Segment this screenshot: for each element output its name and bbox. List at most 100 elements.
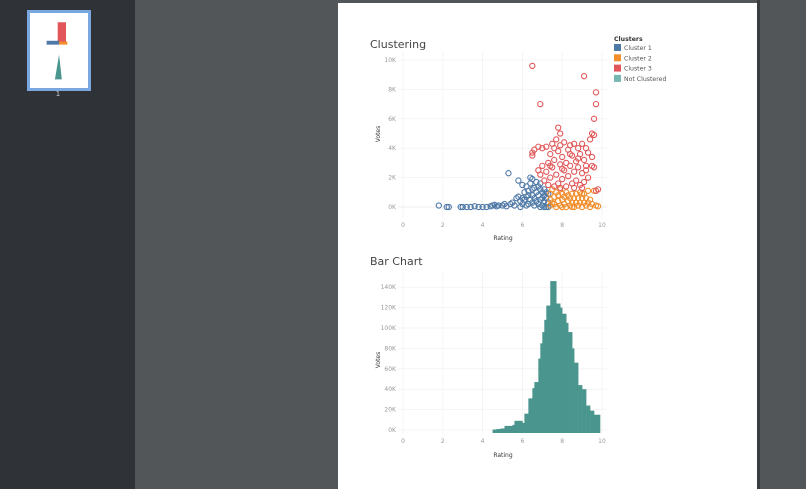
scatter-point bbox=[551, 156, 558, 164]
x-tick-label: 0 bbox=[401, 438, 405, 445]
scatter-point bbox=[578, 184, 586, 192]
scatter-point bbox=[555, 147, 562, 155]
scatter-point bbox=[580, 156, 588, 164]
histogram-bar bbox=[566, 322, 569, 433]
scatter-point bbox=[567, 142, 574, 149]
scatter-point bbox=[574, 155, 582, 162]
scatter-point bbox=[535, 143, 542, 150]
histogram-bar bbox=[532, 388, 535, 433]
histogram-bar bbox=[504, 425, 509, 433]
legend: Clusters Cluster 1 Cluster 2 Cluster 3 Not … bbox=[614, 36, 666, 83]
legend-entry: Cluster 1 bbox=[624, 45, 652, 52]
histogram-bar bbox=[522, 422, 525, 433]
scatter-point bbox=[582, 162, 590, 169]
scatter-point bbox=[529, 62, 536, 70]
histogram-bar bbox=[562, 313, 567, 433]
y-tick-label: 40K bbox=[384, 386, 397, 393]
histogram-bar bbox=[500, 428, 505, 433]
y-tick-label: 0K bbox=[388, 204, 397, 211]
scatter-point bbox=[553, 171, 560, 178]
histogram-bar bbox=[550, 281, 557, 433]
x-tick-label: 2 bbox=[441, 438, 445, 445]
histogram-bar bbox=[590, 410, 595, 433]
scatter-point bbox=[537, 100, 544, 108]
scatter-point bbox=[592, 100, 600, 108]
scatter-point bbox=[561, 139, 568, 146]
scatter-point bbox=[563, 203, 570, 211]
scatter-point bbox=[584, 174, 592, 181]
scatter-point bbox=[445, 203, 452, 211]
histogram-bar bbox=[492, 429, 497, 433]
scatter-point bbox=[537, 180, 544, 187]
histogram-bar bbox=[534, 382, 539, 433]
chart-title: Bar Chart bbox=[370, 255, 423, 268]
x-tick-label: 8 bbox=[560, 438, 564, 445]
scatter-point bbox=[555, 192, 562, 199]
x-tick-label: 2 bbox=[441, 222, 445, 229]
chart-title: Clustering bbox=[370, 38, 426, 51]
scatter-point bbox=[539, 145, 546, 152]
scatter-point bbox=[529, 152, 536, 159]
scatter-point bbox=[559, 203, 566, 211]
x-tick-label: 10 bbox=[598, 222, 606, 229]
scatter-point bbox=[531, 146, 538, 153]
scatter-point bbox=[543, 168, 550, 175]
scatter-point bbox=[545, 181, 552, 189]
legend-entry: Cluster 2 bbox=[624, 55, 652, 62]
x-tick-label: 10 bbox=[598, 438, 606, 445]
x-tick-label: 6 bbox=[520, 438, 524, 445]
histogram-bar bbox=[524, 413, 529, 433]
scatter-point bbox=[505, 170, 512, 177]
scatter-point bbox=[559, 165, 566, 172]
scatter-point bbox=[541, 177, 548, 184]
scatter-point bbox=[588, 153, 596, 161]
y-tick-label: 80K bbox=[384, 345, 397, 352]
scatter-point bbox=[545, 190, 552, 197]
scatter-point bbox=[515, 177, 522, 184]
histogram-bar bbox=[572, 348, 575, 433]
scatter-point bbox=[582, 167, 590, 174]
histogram-bar bbox=[568, 332, 573, 433]
scatter-point bbox=[567, 150, 574, 158]
scatter-point bbox=[584, 187, 592, 194]
x-tick-label: 4 bbox=[481, 222, 485, 229]
scatter-point bbox=[584, 149, 592, 156]
scatter-point bbox=[539, 162, 546, 169]
scatter-point bbox=[559, 153, 566, 161]
histogram-bar bbox=[542, 332, 545, 433]
scatter-point bbox=[555, 124, 562, 131]
y-axis-label: Votes bbox=[375, 352, 382, 368]
y-tick-label: 8K bbox=[388, 86, 397, 93]
bar-chart: Bar Chart 0 2 4 6 8 100K20K40K60K80K100K120K1… bbox=[370, 255, 607, 459]
scatter-point bbox=[586, 136, 594, 143]
histogram-bar bbox=[540, 343, 543, 433]
y-tick-label: 0K bbox=[388, 427, 397, 434]
histogram-bar bbox=[496, 428, 501, 433]
histogram-bar bbox=[556, 303, 561, 433]
scatter-point bbox=[588, 200, 596, 208]
y-tick-label: 140K bbox=[381, 284, 397, 291]
scatter-point bbox=[457, 203, 464, 211]
scatter-point bbox=[578, 190, 586, 197]
histogram-bar bbox=[546, 305, 551, 433]
scatter-point bbox=[511, 202, 518, 209]
clustering-chart: Clustering 0 2 4 6 8 10 0K 2K 4K 6K 8K 10K Rating V… bbox=[370, 36, 666, 242]
histogram-bar bbox=[512, 424, 515, 433]
scatter-point bbox=[443, 203, 450, 211]
histogram-bar bbox=[508, 425, 513, 433]
scatter-point bbox=[565, 172, 572, 180]
histogram-bar bbox=[578, 385, 583, 433]
x-axis-label: Rating bbox=[493, 452, 513, 459]
page-thumbnail[interactable] bbox=[27, 10, 91, 91]
scatter-point bbox=[592, 89, 600, 96]
legend-entry: Not Clustered bbox=[624, 76, 666, 83]
scatter-point bbox=[549, 199, 556, 206]
scatter-point bbox=[541, 203, 548, 211]
x-tick-label: 6 bbox=[520, 222, 524, 229]
scatter-point bbox=[495, 202, 502, 209]
scatter-point bbox=[479, 203, 486, 211]
scatter-point bbox=[569, 203, 576, 211]
thumbnail-sidebar: 1 bbox=[0, 0, 135, 489]
scatter-point bbox=[543, 143, 550, 150]
